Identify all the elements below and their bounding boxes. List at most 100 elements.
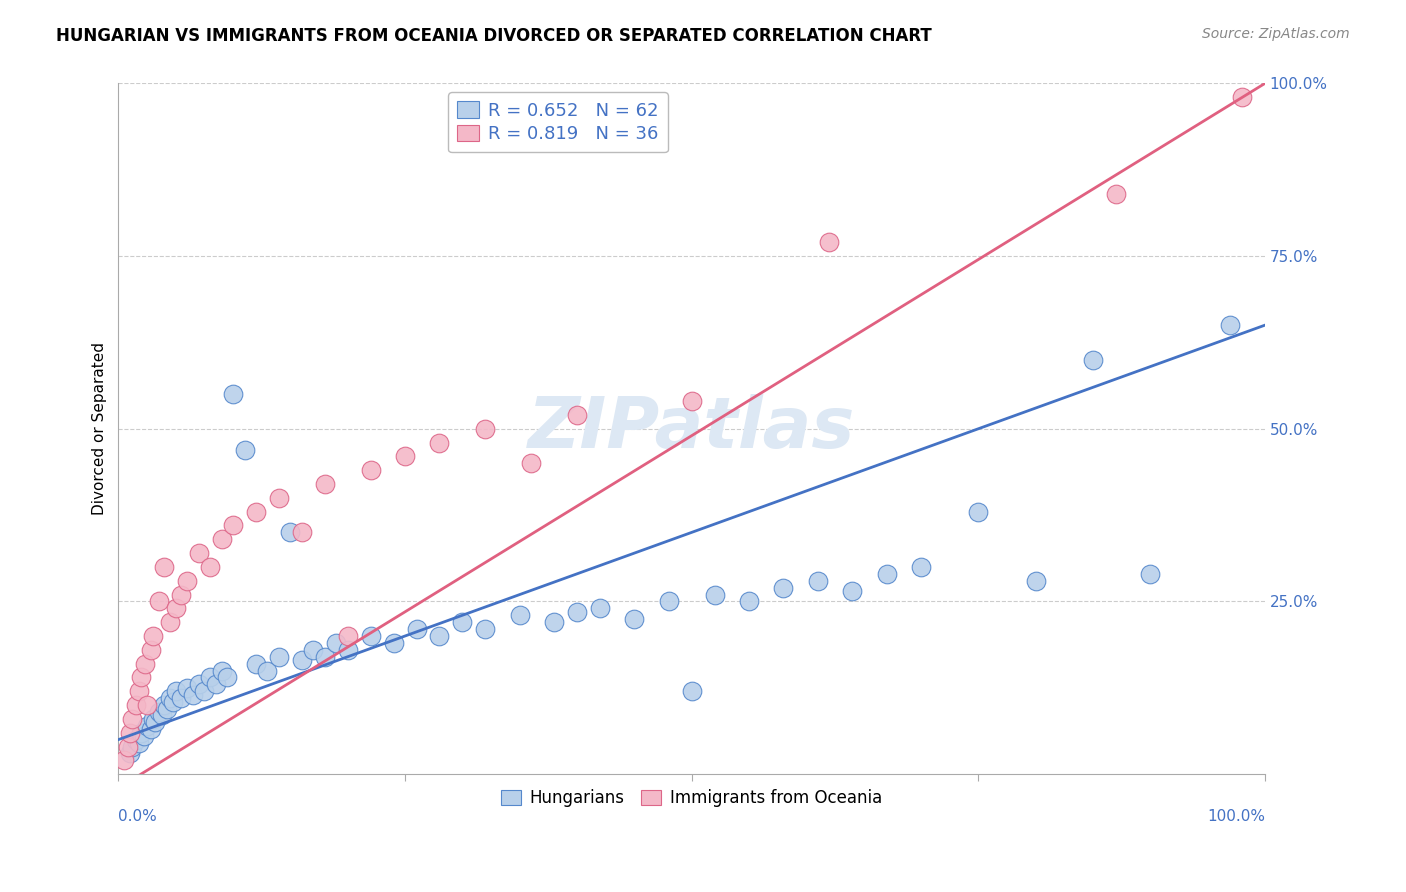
Text: ZIPatlas: ZIPatlas bbox=[529, 394, 855, 463]
Point bbox=[205, 677, 228, 691]
Point bbox=[139, 723, 162, 737]
Point bbox=[910, 560, 932, 574]
Point bbox=[153, 560, 176, 574]
Point bbox=[150, 708, 173, 723]
Point bbox=[738, 594, 761, 608]
Text: HUNGARIAN VS IMMIGRANTS FROM OCEANIA DIVORCED OR SEPARATED CORRELATION CHART: HUNGARIAN VS IMMIGRANTS FROM OCEANIA DIV… bbox=[56, 27, 932, 45]
Point bbox=[509, 608, 531, 623]
Point bbox=[1219, 318, 1241, 333]
Point bbox=[429, 435, 451, 450]
Point bbox=[360, 463, 382, 477]
Point bbox=[165, 601, 187, 615]
Point bbox=[198, 670, 221, 684]
Point bbox=[520, 456, 543, 470]
Point bbox=[233, 442, 256, 457]
Point bbox=[256, 664, 278, 678]
Point bbox=[1105, 186, 1128, 201]
Point bbox=[118, 725, 141, 739]
Point bbox=[703, 588, 725, 602]
Point bbox=[543, 615, 565, 630]
Point bbox=[176, 681, 198, 695]
Point bbox=[267, 491, 290, 505]
Point bbox=[211, 533, 233, 547]
Point bbox=[131, 725, 153, 739]
Point bbox=[124, 698, 146, 712]
Point bbox=[222, 387, 245, 401]
Point bbox=[291, 525, 314, 540]
Point bbox=[121, 739, 143, 754]
Point bbox=[474, 422, 496, 436]
Point bbox=[1139, 566, 1161, 581]
Point bbox=[176, 574, 198, 588]
Point bbox=[143, 715, 166, 730]
Point bbox=[267, 649, 290, 664]
Point bbox=[162, 695, 184, 709]
Point bbox=[382, 636, 405, 650]
Point bbox=[117, 739, 139, 754]
Point bbox=[429, 629, 451, 643]
Point bbox=[142, 629, 165, 643]
Text: 0.0%: 0.0% bbox=[118, 809, 157, 823]
Point bbox=[159, 615, 181, 630]
Point bbox=[198, 560, 221, 574]
Point bbox=[451, 615, 474, 630]
Point bbox=[314, 477, 336, 491]
Point bbox=[165, 684, 187, 698]
Point bbox=[967, 505, 990, 519]
Point bbox=[128, 736, 150, 750]
Point bbox=[222, 518, 245, 533]
Point bbox=[818, 235, 841, 250]
Point bbox=[589, 601, 612, 615]
Point bbox=[112, 753, 135, 767]
Point bbox=[118, 747, 141, 761]
Point bbox=[565, 605, 588, 619]
Point bbox=[336, 642, 359, 657]
Point bbox=[841, 584, 863, 599]
Point bbox=[807, 574, 830, 588]
Point bbox=[159, 691, 181, 706]
Point bbox=[131, 670, 153, 684]
Point bbox=[658, 594, 681, 608]
Point bbox=[187, 546, 209, 560]
Point bbox=[121, 712, 143, 726]
Point bbox=[136, 719, 159, 733]
Point bbox=[565, 408, 588, 422]
Point bbox=[134, 657, 156, 671]
Point bbox=[681, 394, 703, 409]
Point bbox=[153, 698, 176, 712]
Point bbox=[128, 684, 150, 698]
Point bbox=[325, 636, 347, 650]
Point bbox=[314, 649, 336, 664]
Legend: Hungarians, Immigrants from Oceania: Hungarians, Immigrants from Oceania bbox=[495, 783, 889, 814]
Point bbox=[155, 701, 177, 715]
Point bbox=[132, 729, 155, 743]
Point bbox=[139, 642, 162, 657]
Point bbox=[302, 642, 325, 657]
Point bbox=[187, 677, 209, 691]
Point bbox=[142, 712, 165, 726]
Point bbox=[148, 594, 170, 608]
Point bbox=[772, 581, 794, 595]
Point bbox=[876, 566, 898, 581]
Point bbox=[148, 705, 170, 719]
Point bbox=[474, 622, 496, 636]
Point bbox=[211, 664, 233, 678]
Point bbox=[124, 732, 146, 747]
Point bbox=[245, 657, 267, 671]
Point bbox=[136, 698, 159, 712]
Point bbox=[681, 684, 703, 698]
Point bbox=[193, 684, 215, 698]
Point bbox=[1230, 90, 1253, 104]
Point bbox=[1081, 352, 1104, 367]
Point bbox=[217, 670, 239, 684]
Point bbox=[170, 691, 193, 706]
Point bbox=[1025, 574, 1047, 588]
Point bbox=[181, 688, 204, 702]
Point bbox=[170, 588, 193, 602]
Point bbox=[623, 612, 645, 626]
Point bbox=[291, 653, 314, 667]
Y-axis label: Divorced or Separated: Divorced or Separated bbox=[93, 343, 107, 516]
Point bbox=[394, 450, 416, 464]
Point bbox=[360, 629, 382, 643]
Point bbox=[245, 505, 267, 519]
